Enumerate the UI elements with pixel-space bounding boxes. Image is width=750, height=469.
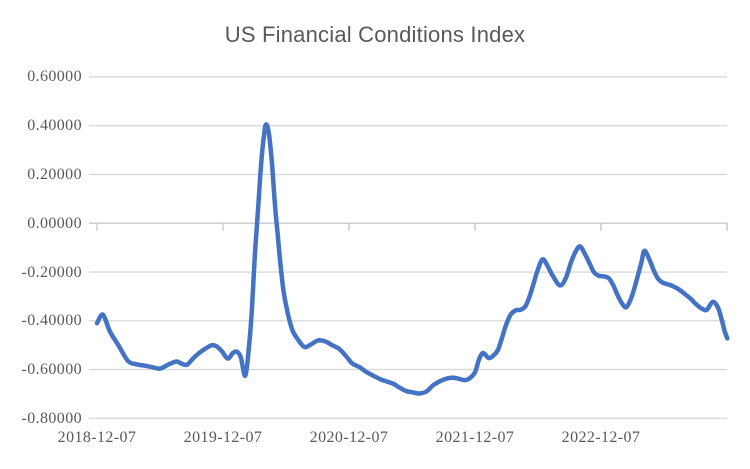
x-axis-label: 2020-12-07: [309, 429, 389, 446]
y-axis-label: -0.20000: [21, 263, 82, 281]
x-axis-label: 2022-12-07: [561, 429, 641, 446]
y-axis-label: -0.60000: [21, 361, 82, 379]
gridlines: [89, 76, 727, 420]
x-axis-label: 2021-12-07: [435, 429, 515, 446]
y-axis-label: -0.80000: [21, 409, 82, 427]
x-axis: [89, 222, 728, 231]
y-axis-label: 0.00000: [27, 214, 82, 232]
x-axis-label: 2018-12-07: [57, 429, 137, 446]
x-axis-label: 2019-12-07: [183, 429, 263, 446]
series-line-us-financial-conditions-index: [94, 122, 730, 396]
chart-title: US Financial Conditions Index: [224, 22, 526, 47]
y-axis-label: 0.20000: [27, 165, 82, 183]
y-axis-label: 0.60000: [27, 68, 82, 86]
y-axis-label: -0.40000: [21, 312, 82, 330]
y-axis-label: 0.40000: [27, 117, 82, 135]
